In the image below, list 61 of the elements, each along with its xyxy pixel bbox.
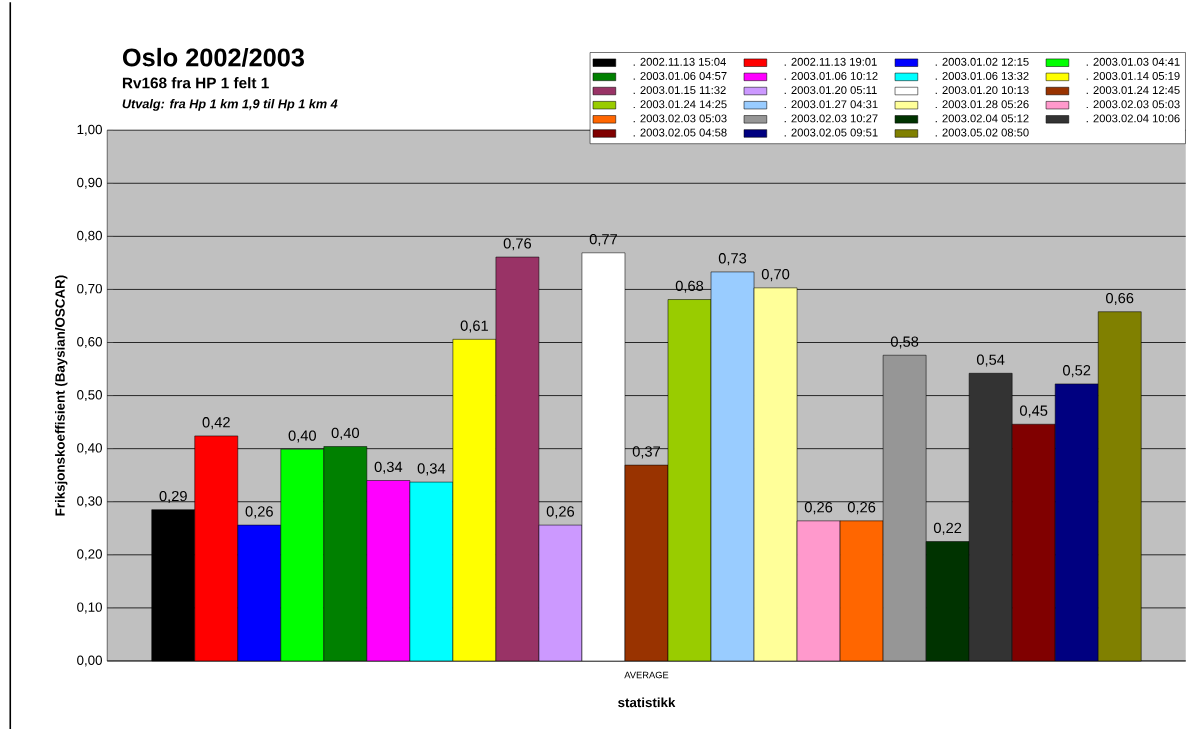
legend-label: . 2003.05.02 08:50 xyxy=(935,128,1029,137)
legend-label: . 2003.02.03 05:03 xyxy=(1086,100,1180,109)
y-tick-label: 0,70 xyxy=(77,283,102,295)
y-tick-label: 1,00 xyxy=(77,124,102,136)
legend-label: . 2003.01.06 04:57 xyxy=(633,71,727,80)
legend-label: . 2003.01.15 11:32 xyxy=(633,86,726,94)
legend-label: . 2003.01.20 10:13 xyxy=(935,86,1029,94)
legend-label: . 2003.01.20 05:11 xyxy=(784,86,877,94)
data-label: 0,52 xyxy=(1062,365,1091,378)
legend-label: . 2003.02.05 04:58 xyxy=(633,128,727,137)
data-label: 0,22 xyxy=(933,522,962,535)
data-label: 0,45 xyxy=(1019,405,1048,418)
legend-label: . 2003.01.24 14:25 xyxy=(633,100,727,109)
data-label: 0,34 xyxy=(417,463,446,476)
data-label: 0,54 xyxy=(976,354,1005,367)
legend-label: . 2003.01.27 04:31 xyxy=(784,100,878,109)
data-label: 0,40 xyxy=(288,430,316,443)
data-label: 0,26 xyxy=(804,501,833,515)
data-label: 0,66 xyxy=(1106,292,1134,305)
legend-label: . 2002.11.13 19:01 xyxy=(784,57,877,66)
legend-label: . 2003.01.02 12:15 xyxy=(935,57,1029,66)
y-tick-label: 0,30 xyxy=(77,496,102,508)
y-tick-label: 0,90 xyxy=(77,177,102,189)
data-label: 0,61 xyxy=(460,320,488,333)
data-label: 0,42 xyxy=(202,417,230,430)
data-label: 0,77 xyxy=(589,233,617,247)
data-label: 0,26 xyxy=(847,501,876,515)
y-tick-label: 0,00 xyxy=(77,655,102,667)
y-tick-label: 0,20 xyxy=(77,549,102,561)
y-tick-label: 0,10 xyxy=(77,602,102,614)
data-label: 0,26 xyxy=(245,506,273,519)
legend-label: . 2003.01.24 12:45 xyxy=(1086,86,1180,94)
data-label: 0,73 xyxy=(718,253,747,266)
data-label: 0,70 xyxy=(761,268,790,282)
legend-label: . 2003.01.06 13:32 xyxy=(935,71,1029,80)
legend-label: . 2003.02.03 05:03 xyxy=(633,114,727,123)
y-tick-label: 0,50 xyxy=(77,389,102,401)
y-tick-label: 0,40 xyxy=(77,443,102,455)
legend-label: . 2003.02.04 10:06 xyxy=(1086,114,1180,123)
legend-label: . 2003.02.04 05:12 xyxy=(935,114,1029,123)
y-axis-title: Friksjonskoeffisient (Baysian/OSCAR) xyxy=(55,275,68,516)
y-tick-label: 0,60 xyxy=(77,336,102,348)
text: Utvalg: fra Hp 1 km 1,9 til Hp 1 km 4 xyxy=(122,98,338,111)
legend-label: . 2003.01.06 10:12 xyxy=(784,71,878,80)
legend-label: . 2003.01.28 05:26 xyxy=(935,100,1029,109)
chart-title: Oslo 2002/2003 xyxy=(122,47,304,67)
chart-subtitle: Rv168 fra HP 1 felt 1 xyxy=(122,77,269,89)
legend-label: . 2003.01.14 05:19 xyxy=(1086,71,1180,80)
legend-label: . 2002.11.13 15:04 xyxy=(633,57,726,66)
x-axis-title: statistikk xyxy=(618,697,676,708)
data-label: 0,37 xyxy=(632,446,661,459)
x-tick-label: AVERAGE xyxy=(624,671,669,679)
legend-label: . 2003.02.03 10:27 xyxy=(784,114,878,123)
data-label: 0,40 xyxy=(331,427,360,440)
data-label: 0,26 xyxy=(546,506,575,519)
y-tick-label: 0,80 xyxy=(77,230,102,242)
legend-label: . 2003.02.05 09:51 xyxy=(784,128,878,137)
legend-label: . 2003.01.03 04:41 xyxy=(1086,57,1180,66)
data-label: 0,34 xyxy=(374,461,403,474)
data-label: 0,76 xyxy=(503,238,532,251)
data-label: 0,29 xyxy=(159,490,187,503)
